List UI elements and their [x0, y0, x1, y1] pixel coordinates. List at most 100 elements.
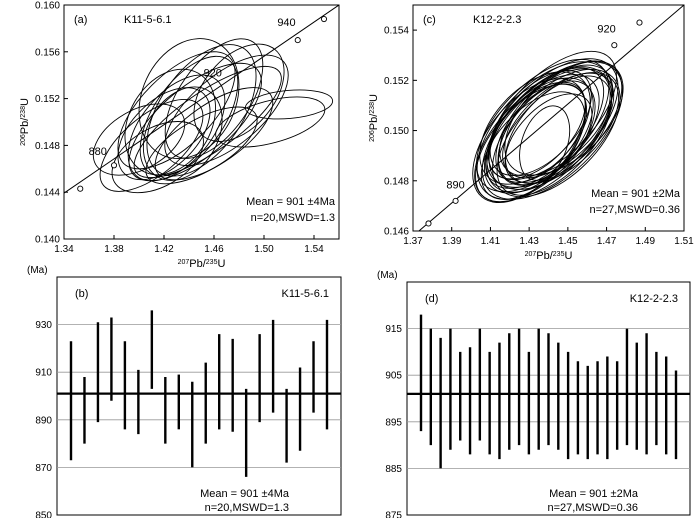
error-ellipse: [519, 105, 571, 181]
plot-frame: [406, 281, 691, 516]
panel-a-concordia: 880 940 920 1.34 1.38 1.42 1.46 1.50 1.54 0.140 0.…: [19, 1, 340, 270]
panel-label: (c): [423, 14, 436, 26]
error-ellipse: [138, 38, 240, 160]
error-ellipse: [497, 60, 623, 186]
y-tick-label: 0.148: [384, 176, 409, 187]
error-ellipse: [488, 66, 613, 190]
error-ellipse: [117, 87, 211, 181]
y-axis-label: 206Pb/238U: [368, 94, 380, 142]
y-tick-label: 870: [35, 463, 52, 474]
y-tick-label: 850: [35, 511, 52, 518]
mswd-annotation: n=20,MSWD=1.3: [251, 212, 335, 224]
error-ellipse: [244, 89, 334, 120]
x-tick-label: 1.42: [154, 244, 174, 255]
y-tick-label: 915: [385, 324, 402, 335]
age-label: 880: [89, 146, 107, 158]
error-ellipse: [124, 68, 216, 176]
y-tick-label: 0.152: [35, 94, 60, 105]
age-marker: [636, 19, 643, 26]
sample-name: K11-5-6.1: [124, 14, 172, 26]
error-ellipse: [164, 54, 289, 166]
y-tick-label: 0.148: [35, 141, 60, 152]
mswd-annotation: n=20,MSWD=1.3: [205, 502, 289, 514]
x-tick-label: 1.45: [558, 236, 578, 247]
mean-annotation: Mean = 901 ±4Ma: [246, 196, 336, 208]
age-label: 890: [446, 179, 464, 191]
mean-annotation: Mean = 901 ±4Ma: [200, 488, 290, 500]
y-tick-label: 0.140: [35, 235, 60, 246]
y-tick-label: 0.150: [384, 126, 409, 137]
y-tick-label: 0.144: [35, 188, 60, 199]
age-label: 920: [204, 67, 222, 79]
panel-label: (b): [75, 288, 88, 300]
y-tick-label: 910: [35, 368, 52, 379]
plot-area: [418, 5, 684, 231]
panel-d-age-bars: 875 885 895 905 915 (Ma) (d) K12-2-2.3 Mean = 90…: [377, 270, 691, 518]
y-tick-label: 0.152: [384, 76, 409, 87]
age-marker: [110, 162, 118, 169]
x-tick-label: 1.39: [442, 236, 462, 247]
x-tick-label: 1.54: [304, 244, 324, 255]
plot-frame: [56, 276, 342, 516]
age-marker: [611, 42, 618, 49]
error-ellipse: [154, 87, 274, 181]
error-ellipse: [504, 93, 593, 183]
age-label: 940: [277, 17, 295, 29]
panel-c-concordia: 890 920 1.37 1.39 1.41 1.43 1.45 1.47 1.49 1.51 0.…: [368, 4, 694, 262]
error-ellipse: [92, 103, 186, 176]
mswd-annotation: n=27,MSWD=0.36: [590, 204, 681, 216]
y-axis-label: 206Pb/238U: [19, 98, 31, 146]
error-ellipse: [215, 96, 326, 148]
age-marker: [294, 37, 301, 44]
age-marker: [425, 220, 432, 227]
error-ellipse: [487, 50, 617, 181]
x-tick-label: 1.47: [597, 236, 617, 247]
sample-name: K12-2-2.3: [473, 14, 521, 26]
x-tick-label: 1.41: [481, 236, 501, 247]
error-ellipse: [111, 121, 204, 194]
error-ellipse: [117, 51, 236, 170]
x-axis-label: 207Pb/235U: [525, 250, 573, 262]
y-tick-label: 0.146: [384, 227, 409, 238]
panel-b-age-bars: 850 870 890 910 930 (Ma) (b) K11-5-6.1 Mean = 90…: [27, 265, 342, 518]
error-ellipse: [128, 62, 262, 182]
age-marker: [77, 185, 84, 192]
concordia-curve: [64, 5, 339, 194]
plot-frame: [412, 4, 685, 232]
x-tick-label: 1.37: [403, 236, 423, 247]
age-marker: [452, 197, 459, 204]
y-tick-label: 0.156: [35, 47, 60, 58]
concordia-curve: [418, 5, 684, 231]
error-ellipse: [492, 68, 621, 198]
y-tick-label: 890: [35, 415, 52, 426]
plot-frame: [63, 4, 340, 240]
error-ellipse: [99, 98, 204, 192]
mswd-annotation: n=27,MSWD=0.36: [548, 502, 639, 514]
y-tick-label: 0.160: [35, 1, 60, 12]
y-tick-label: 885: [385, 464, 402, 475]
x-tick-label: 1.38: [104, 244, 124, 255]
x-tick-label: 1.46: [204, 244, 224, 255]
x-tick-label: 1.51: [674, 236, 694, 247]
x-tick-label: 1.50: [254, 244, 274, 255]
y-tick-label: 905: [385, 371, 402, 382]
y-tick-label: 0.154: [384, 26, 409, 37]
error-ellipse: [164, 38, 264, 159]
sample-name: K12-2-2.3: [630, 293, 678, 305]
error-ellipse: [193, 43, 285, 142]
y-tick-label: 895: [385, 417, 402, 428]
x-tick-label: 1.34: [54, 244, 74, 255]
y-axis-label: (Ma): [27, 265, 48, 276]
error-ellipse: [133, 65, 282, 179]
mean-annotation: Mean = 901 ±2Ma: [549, 488, 639, 500]
error-ellipse: [146, 44, 257, 177]
mean-annotation: Mean = 901 ±2Ma: [591, 188, 681, 200]
x-axis-label: 207Pb/235U: [178, 258, 226, 270]
sample-name: K11-5-6.1: [282, 288, 330, 300]
panel-label: (d): [425, 293, 438, 305]
age-label: 920: [597, 24, 615, 36]
x-tick-label: 1.49: [636, 236, 656, 247]
error-ellipse: [485, 67, 605, 189]
x-tick-label: 1.43: [519, 236, 539, 247]
age-marker: [320, 15, 328, 23]
